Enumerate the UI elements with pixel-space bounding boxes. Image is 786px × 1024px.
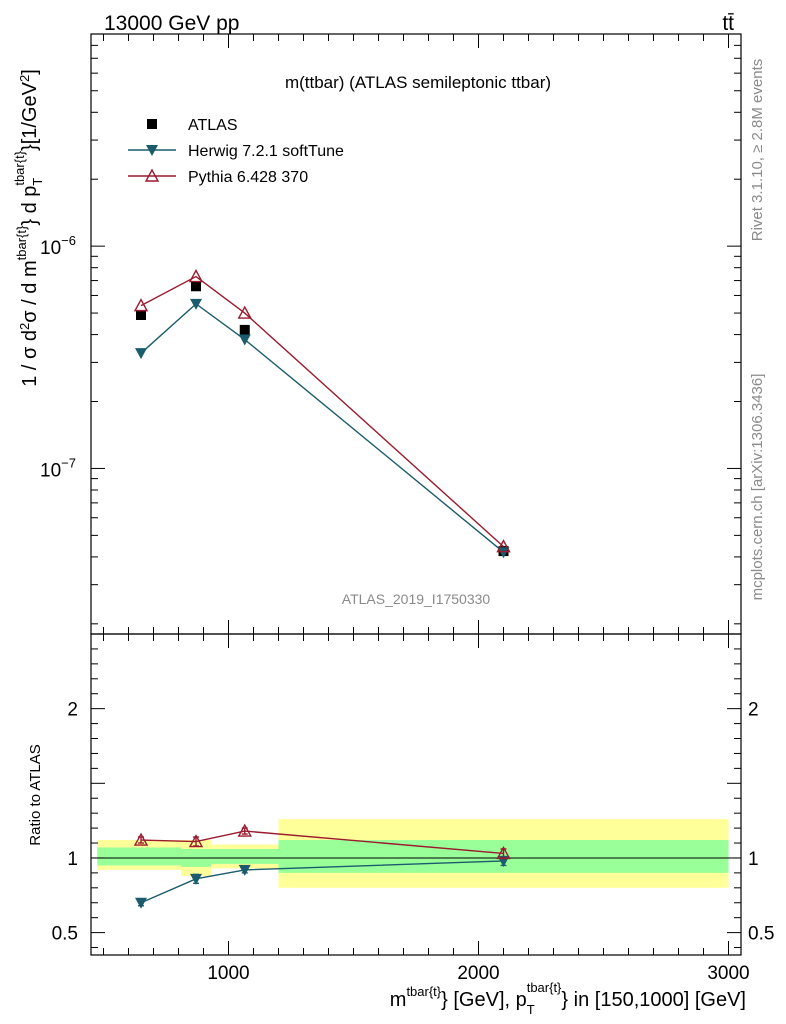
legend-label-atlas: ATLAS — [188, 117, 238, 134]
ratio-point-pythia-3 — [496, 846, 511, 860]
ratio-point-pythia-2 — [237, 823, 252, 837]
x-tick-label-1000: 1000 — [207, 963, 249, 984]
ratio-point-herwig-1 — [190, 873, 202, 885]
ratio-y-tick-label-left-0: 0.5 — [52, 924, 78, 945]
legend-label-herwig: Herwig 7.2.1 softTune — [188, 143, 344, 160]
main-y-axis-label: 1 / σ d2σ / d mtbar{t}} d pTtbar{t}}[1/G… — [12, 69, 45, 387]
main-point-pythia-1 — [188, 269, 204, 283]
main-point-pythia-2 — [237, 305, 252, 319]
x-tick-label-2000: 2000 — [457, 963, 499, 984]
main-line-herwig — [140, 302, 504, 553]
ratio-point-pythia-1 — [188, 834, 204, 848]
plot-frames — [90, 33, 742, 956]
ratio-point-pythia-0 — [133, 832, 149, 846]
main-title: m(ttbar) (ATLAS semileptonic ttbar) — [285, 73, 551, 92]
ratio-line-pythia — [140, 830, 504, 855]
legend-label-pythia: Pythia 6.428 370 — [188, 169, 308, 186]
main-point-herwig-1 — [190, 298, 202, 310]
main-point-herwig-0 — [135, 348, 147, 360]
band-inner-0 — [97, 847, 181, 866]
ratio-point-herwig-2 — [238, 864, 251, 876]
legend-marker-atlas — [147, 119, 157, 129]
main-point-pythia-3 — [496, 539, 511, 553]
ratio-y-tick-label-right-0: 0.5 — [748, 924, 774, 945]
rivet-version-label: Rivet 3.1.10, ≥ 2.8M events — [749, 59, 766, 242]
ratio-uncertainty-bands — [97, 819, 729, 888]
legend-marker-pythia — [144, 168, 160, 182]
ratio-point-herwig-0 — [135, 897, 147, 909]
ratio-panel-frame — [90, 633, 742, 956]
main-point-herwig-3 — [497, 547, 510, 559]
analysis-watermark: ATLAS_2019_I1750330 — [342, 591, 491, 607]
main-point-herwig-2 — [238, 334, 251, 346]
header-left: 13000 GeV pp — [104, 12, 239, 35]
ratio-line-herwig — [140, 860, 504, 904]
main-point-atlas-2 — [239, 324, 250, 335]
ratio-y-tick-label-left-2: 2 — [67, 700, 78, 721]
band-inner-2 — [211, 848, 279, 864]
main-line-pythia — [140, 275, 504, 548]
x-axis-label: mtbar{t}} [GeV], pTtbar{t}} in [150,1000… — [390, 980, 746, 1017]
ratio-y-axis-label: Ratio to ATLAS — [27, 744, 44, 845]
ratio-y-tick-label-right-2: 2 — [748, 700, 759, 721]
main-y-tick-label-0: 10−6 — [40, 233, 76, 259]
main-point-atlas-1 — [191, 281, 201, 292]
main-y-tick-label-1: 10−7 — [40, 455, 76, 481]
data-marks — [133, 269, 511, 909]
main-point-pythia-0 — [133, 298, 149, 312]
x-tick-label-3000: 3000 — [707, 963, 749, 984]
ratio-y-tick-label-right-1: 1 — [748, 849, 759, 870]
header-right: tt̄ — [722, 12, 734, 35]
plot-labels: 13000 GeV pp tt̄ m(ttbar) (ATLAS semilep… — [27, 12, 766, 846]
main-point-atlas-0 — [136, 310, 146, 321]
ratio-y-tick-label-left-1: 1 — [67, 849, 78, 870]
mcplots-label: mcplots.cern.ch [arXiv:1306.3436] — [749, 374, 766, 601]
legend-marker-herwig — [146, 145, 158, 156]
legend: ATLAS Herwig 7.2.1 softTune Pythia 6.428 3… — [128, 117, 344, 186]
